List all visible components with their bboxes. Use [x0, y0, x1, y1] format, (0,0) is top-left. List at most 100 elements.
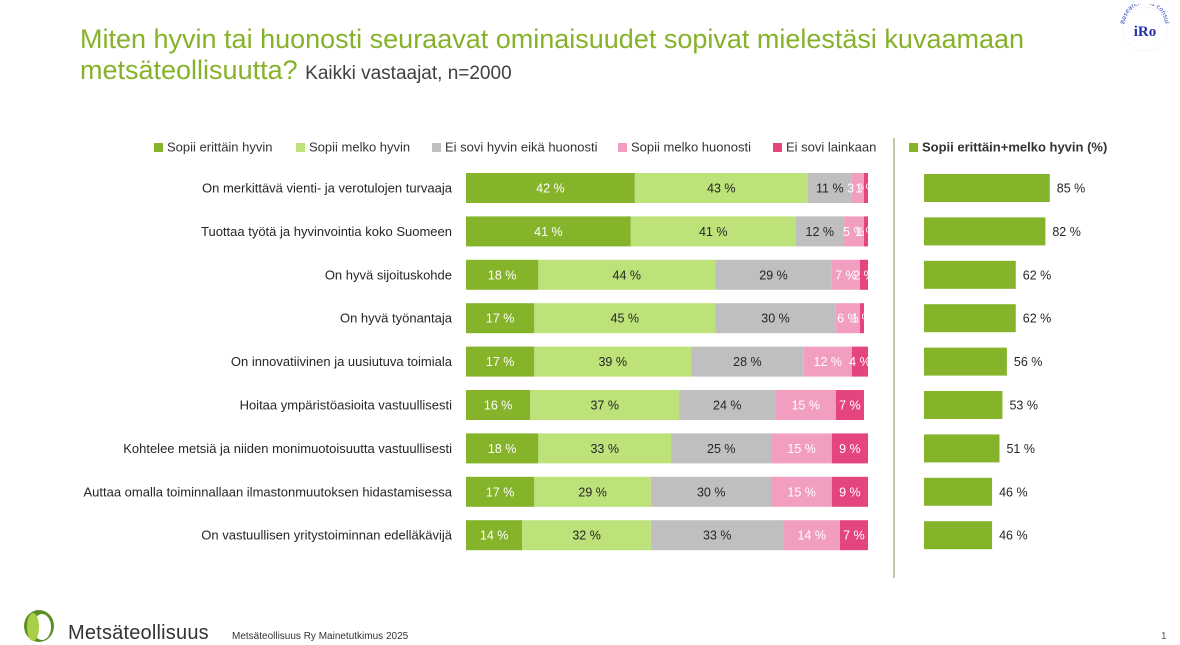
- data-label: 41 %: [699, 225, 728, 239]
- bar-segment: [835, 390, 864, 420]
- data-label: 28 %: [733, 355, 762, 369]
- data-label: 39 %: [598, 355, 627, 369]
- data-label: 16 %: [484, 399, 513, 413]
- bar-segment: [863, 216, 868, 247]
- bar-segment: [466, 173, 635, 203]
- data-label: 29 %: [759, 268, 788, 282]
- bar-segment: [538, 433, 672, 464]
- data-label: 7 %: [843, 529, 865, 543]
- title-text: Miten hyvin tai huonosti seuraavat omina…: [80, 24, 1025, 85]
- bar-segment: [807, 173, 852, 203]
- data-label: 18 %: [488, 268, 517, 282]
- bar-segment: [522, 520, 651, 551]
- iro-logo-circle: [1122, 6, 1168, 52]
- side-data-label: 51 %: [1006, 442, 1035, 456]
- bar-segment: [534, 346, 692, 377]
- bar-segment: [466, 390, 531, 420]
- bar-segment: [839, 520, 868, 551]
- side-bar: [924, 217, 1046, 246]
- bar-segment: [831, 476, 868, 507]
- side-bar: [924, 477, 993, 506]
- data-label: 15 %: [787, 485, 816, 499]
- bar-segment: [466, 433, 539, 464]
- data-label: 17 %: [486, 312, 515, 326]
- data-label: 11 %: [816, 182, 844, 196]
- bar-segment: [650, 520, 784, 551]
- data-label: 43 %: [707, 182, 736, 196]
- bar-segment: [534, 476, 651, 507]
- category-label: On hyvä työnantaja: [340, 311, 453, 326]
- bar-segment: [775, 390, 836, 420]
- data-label: 7 %: [839, 399, 861, 413]
- side-data-label: 56 %: [1014, 355, 1043, 369]
- bar-segment: [534, 303, 716, 334]
- bar-segment: [538, 259, 716, 290]
- legend-swatch: [432, 143, 441, 152]
- category-label: Kohtelee metsiä ja niiden monimuotoisuut…: [123, 441, 452, 456]
- data-label: 44 %: [613, 268, 642, 282]
- data-label: 37 %: [590, 399, 619, 413]
- data-label: 14 %: [797, 529, 826, 543]
- side-data-label: 85 %: [1057, 182, 1086, 196]
- data-label: 4 %: [849, 355, 871, 369]
- data-label: 29 %: [578, 485, 607, 499]
- bar-segment: [831, 259, 860, 290]
- side-data-label: 82 %: [1052, 225, 1081, 239]
- legend-swatch: [296, 143, 305, 152]
- data-label: 7 %: [835, 268, 857, 282]
- side-bar: [924, 391, 1003, 419]
- data-label: 15 %: [791, 399, 820, 413]
- bar-segment: [859, 259, 868, 290]
- data-label: 45 %: [611, 312, 640, 326]
- data-label: 33 %: [590, 442, 619, 456]
- category-label: On innovatiivinen ja uusiutuva toimiala: [231, 354, 453, 369]
- iro-logo-text: iRo: [1134, 24, 1157, 40]
- data-label: 30 %: [761, 312, 790, 326]
- category-label: On merkittävä vienti- ja verotulojen tur…: [202, 181, 453, 196]
- data-label: 17 %: [486, 485, 515, 499]
- chart-title: Miten hyvin tai huonosti seuraavat omina…: [80, 24, 1080, 89]
- side-data-label: 46 %: [999, 485, 1028, 499]
- data-label: 1 %: [855, 182, 877, 196]
- bar-segment: [466, 346, 535, 377]
- footer-note: Metsäteollisuus Ry Mainetutkimus 2025: [232, 631, 409, 642]
- data-label: 25 %: [707, 442, 736, 456]
- bar-segment: [715, 303, 836, 334]
- legend-swatch: [618, 143, 627, 152]
- bar-segment: [650, 476, 772, 507]
- data-label: 1 %: [855, 225, 877, 239]
- legend-swatch: [773, 143, 782, 152]
- data-label: 9 %: [839, 485, 861, 499]
- side-bar: [924, 174, 1050, 202]
- bar-segment: [679, 390, 776, 420]
- data-label: 17 %: [486, 355, 515, 369]
- data-label: 3 %: [847, 182, 869, 196]
- bar-segment: [851, 173, 864, 203]
- category-label: Hoitaa ympäristöasioita vastuullisesti: [240, 398, 453, 413]
- bar-segment: [530, 390, 680, 420]
- bar-segment: [771, 433, 832, 464]
- bar-segment: [771, 476, 832, 507]
- legend-swatch: [909, 143, 918, 152]
- legend-label: Sopii melko hyvin: [309, 140, 410, 155]
- legend-label: Ei sovi lainkaan: [786, 140, 876, 155]
- bar-segment: [466, 520, 523, 551]
- bar-segment: [466, 476, 535, 507]
- data-label: 33 %: [703, 529, 732, 543]
- data-label: 9 %: [839, 442, 861, 456]
- bar-segment: [466, 259, 539, 290]
- side-data-label: 62 %: [1023, 312, 1052, 326]
- bar-segment: [851, 346, 868, 377]
- bar-segment: [831, 433, 868, 464]
- legend-label: Sopii melko huonosti: [631, 140, 751, 155]
- data-label: 30 %: [697, 485, 726, 499]
- subtitle-text: Kaikki vastaajat, n=2000: [305, 63, 512, 84]
- legend-label: Sopii erittäin+melko hyvin (%): [922, 140, 1107, 155]
- bar-segment: [783, 520, 840, 551]
- bar-segment: [691, 346, 804, 377]
- data-label: 1 %: [851, 312, 873, 326]
- bar-segment: [795, 216, 844, 247]
- side-bar: [924, 260, 1016, 289]
- bar-segment: [671, 433, 772, 464]
